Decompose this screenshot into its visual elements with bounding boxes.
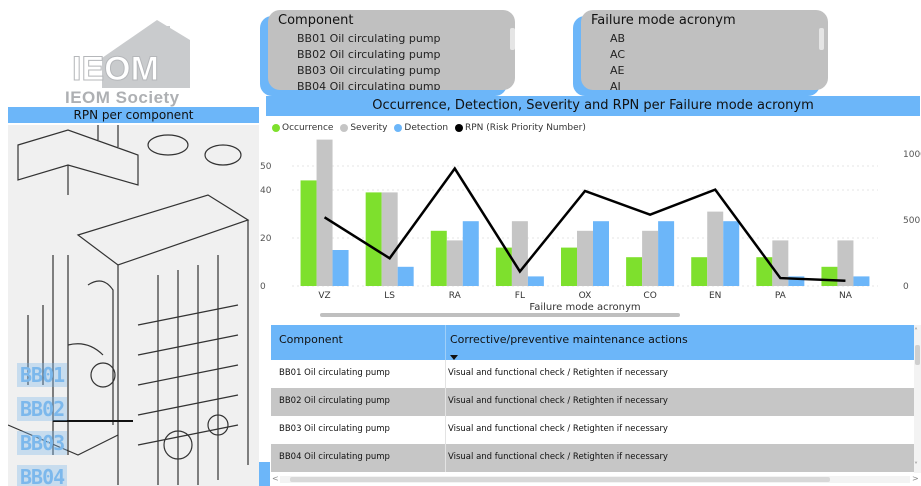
bb02-label[interactable]: BB02: [17, 397, 68, 421]
rpn-line: [323, 166, 846, 282]
ieom-logo: IEOM: [62, 10, 197, 105]
bar-occurrence: [756, 257, 773, 286]
bar-severity: [577, 230, 593, 286]
bar-detection: [527, 276, 544, 286]
logo-text: IEOM: [72, 50, 159, 88]
bar-detection: [658, 221, 675, 286]
legend-rpn[interactable]: RPN (Risk Priority Number): [455, 123, 586, 133]
cell-component: BB04 Oil circulating pump: [279, 452, 390, 462]
cell-component: BB03 Oil circulating pump: [279, 424, 390, 434]
legend-occurrence[interactable]: Occurrence: [272, 123, 333, 133]
cell-action: Visual and functional check / Retighten …: [448, 424, 668, 434]
chart-legend: Occurrence Severity Detection RPN (Risk …: [272, 123, 590, 137]
slicer-item-bb03[interactable]: BB03 Oil circulating pump: [297, 64, 441, 77]
slicer-item-ab[interactable]: AB: [610, 32, 626, 45]
bar-detection: [332, 250, 349, 286]
bar-severity: [381, 192, 398, 286]
bar-detection: [788, 276, 805, 286]
slicer-item-bb01[interactable]: BB01 Oil circulating pump: [297, 32, 441, 45]
sort-descending-icon[interactable]: [450, 355, 458, 360]
logo-caption: IEOM Society: [65, 88, 180, 107]
header-component[interactable]: Component: [279, 333, 343, 346]
chart-horizontal-scrollbar[interactable]: [320, 313, 680, 317]
bar-occurrence: [821, 266, 838, 286]
bar-occurrence: [300, 180, 317, 286]
bar-occurrence: [495, 247, 512, 286]
scroll-right-icon[interactable]: >: [912, 474, 919, 483]
legend-severity[interactable]: Severity: [340, 123, 388, 133]
cell-component: BB01 Oil circulating pump: [279, 368, 390, 378]
y-tick-label: 50: [260, 162, 272, 172]
x-tick-label: FL: [515, 291, 525, 301]
header-actions[interactable]: Corrective/preventive maintenance action…: [450, 333, 688, 346]
cell-action: Visual and functional check / Retighten …: [448, 396, 668, 406]
x-tick-label: CO: [643, 291, 656, 301]
table-row[interactable]: BB04 Oil circulating pump Visual and fun…: [271, 444, 916, 472]
bar-occurrence: [626, 257, 643, 286]
bar-severity: [511, 221, 528, 286]
cell-action: Visual and functional check / Retighten …: [448, 368, 668, 378]
pump-sketch: [8, 125, 259, 486]
y-tick-label: 40: [260, 186, 272, 196]
bb03-label[interactable]: BB03: [17, 431, 68, 455]
chart-title: Occurrence, Detection, Severity and RPN …: [266, 96, 920, 116]
bar-detection: [723, 221, 740, 286]
cell-action: Visual and functional check / Retighten …: [448, 452, 668, 462]
table-row[interactable]: BB03 Oil circulating pump Visual and fun…: [271, 416, 916, 444]
side-tab: [259, 462, 270, 486]
bar-occurrence: [561, 247, 577, 286]
bar-occurrence: [365, 192, 382, 286]
x-tick-label: VZ: [318, 291, 330, 301]
bar-detection: [397, 266, 414, 286]
scroll-left-icon[interactable]: <: [272, 474, 279, 483]
bar-severity: [707, 211, 724, 286]
bar-severity: [642, 230, 659, 286]
component-slicer-title: Component: [278, 13, 354, 28]
x-tick-label: PA: [775, 291, 787, 301]
y-tick-label: 0: [260, 282, 266, 292]
x-tick-label: NA: [839, 291, 853, 301]
bar-severity: [316, 139, 333, 286]
bb04-label[interactable]: BB04: [17, 465, 68, 486]
x-tick-label: OX: [579, 291, 592, 301]
slicer-item-bb04[interactable]: BB04 Oil circulating pump: [297, 80, 441, 90]
bb01-label[interactable]: BB01: [17, 363, 68, 387]
y2-tick-label: 1000: [903, 150, 921, 160]
x-tick-label: RA: [449, 291, 462, 301]
maintenance-table: Component Corrective/preventive maintena…: [271, 325, 916, 473]
combo-chart: 020405005001000VZLSRAFLOXCOENPANAFailure…: [260, 139, 921, 313]
legend-detection[interactable]: Detection: [394, 123, 448, 133]
bar-severity: [837, 240, 854, 286]
x-tick-label: LS: [384, 291, 395, 301]
failure-mode-slicer[interactable]: Failure mode acronym AB AC AE AI: [581, 10, 828, 90]
x-tick-label: EN: [709, 291, 721, 301]
bar-detection: [593, 221, 609, 286]
bar-detection: [853, 276, 870, 286]
table-row[interactable]: BB01 Oil circulating pump Visual and fun…: [271, 360, 916, 388]
table-vertical-scrollbar[interactable]: ˄ ˅: [914, 325, 921, 473]
table-horizontal-scrollbar[interactable]: < >: [272, 474, 919, 483]
y2-tick-label: 0: [903, 282, 909, 292]
failure-mode-slicer-title: Failure mode acronym: [591, 13, 736, 28]
rpn-per-component-title: RPN per component: [8, 107, 259, 123]
failure-mode-slicer-scrollbar[interactable]: [819, 28, 824, 50]
pump-drawing: BB01 BB02 BB03 BB04: [8, 125, 259, 486]
table-row[interactable]: BB02 Oil circulating pump Visual and fun…: [271, 388, 916, 416]
bar-severity: [446, 240, 463, 286]
slicer-item-bb02[interactable]: BB02 Oil circulating pump: [297, 48, 441, 61]
slicer-item-ae[interactable]: AE: [610, 64, 625, 77]
x-axis-title: Failure mode acronym: [529, 302, 640, 313]
slicer-item-ai[interactable]: AI: [610, 80, 621, 90]
bar-detection: [462, 221, 479, 286]
slicer-item-ac[interactable]: AC: [610, 48, 626, 61]
component-slicer[interactable]: Component BB01 Oil circulating pump BB02…: [268, 10, 515, 90]
y-tick-label: 20: [260, 234, 272, 244]
y2-tick-label: 500: [903, 216, 920, 226]
bar-occurrence: [430, 230, 447, 286]
scroll-down-icon[interactable]: ˅: [914, 461, 918, 470]
bar-occurrence: [691, 257, 708, 286]
cell-component: BB02 Oil circulating pump: [279, 396, 390, 406]
scroll-up-icon[interactable]: ˄: [914, 327, 918, 336]
component-slicer-scrollbar[interactable]: [510, 28, 515, 50]
